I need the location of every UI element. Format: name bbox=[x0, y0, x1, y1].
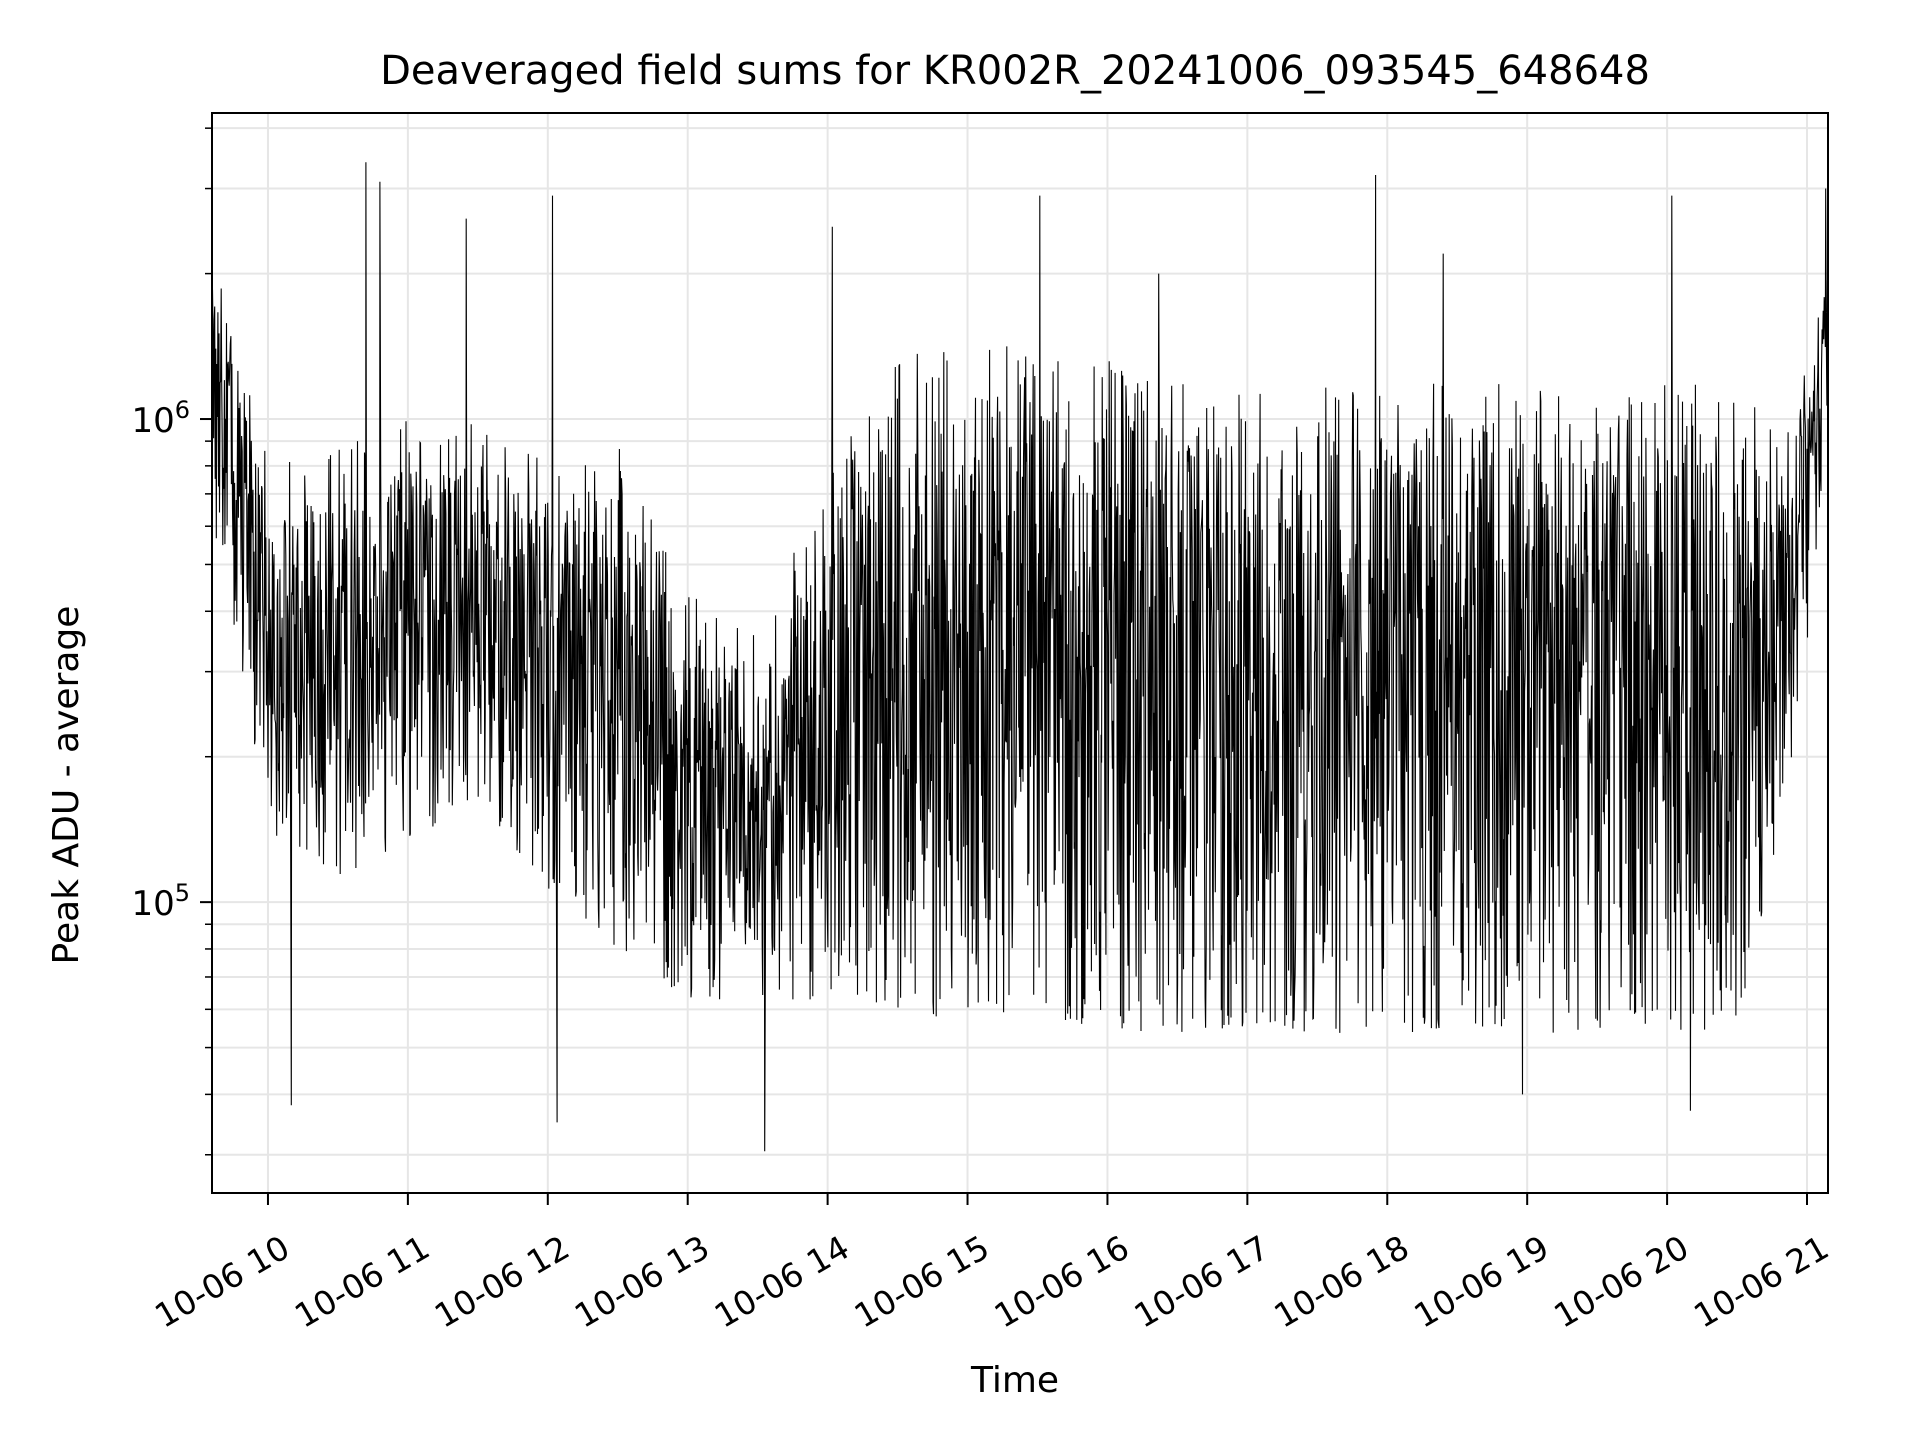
x-axis-label: Time bbox=[970, 1360, 1059, 1401]
y-tick-label-exponent: 5 bbox=[175, 879, 190, 907]
y-tick-label: 105 bbox=[131, 879, 190, 924]
series-line-peak-adu bbox=[212, 162, 1828, 1152]
chart-title: Deaveraged field sums for KR002R_2024100… bbox=[380, 48, 1650, 94]
plot-frame bbox=[211, 112, 1829, 1194]
y-tick-label-exponent: 6 bbox=[175, 396, 190, 424]
data-series bbox=[212, 162, 1828, 1152]
y-tick-label-base: 10 bbox=[131, 884, 174, 924]
y-axis-label: Peak ADU - average bbox=[46, 606, 87, 965]
y-tick-label-base: 10 bbox=[131, 401, 174, 441]
y-tick-label: 106 bbox=[131, 396, 190, 441]
